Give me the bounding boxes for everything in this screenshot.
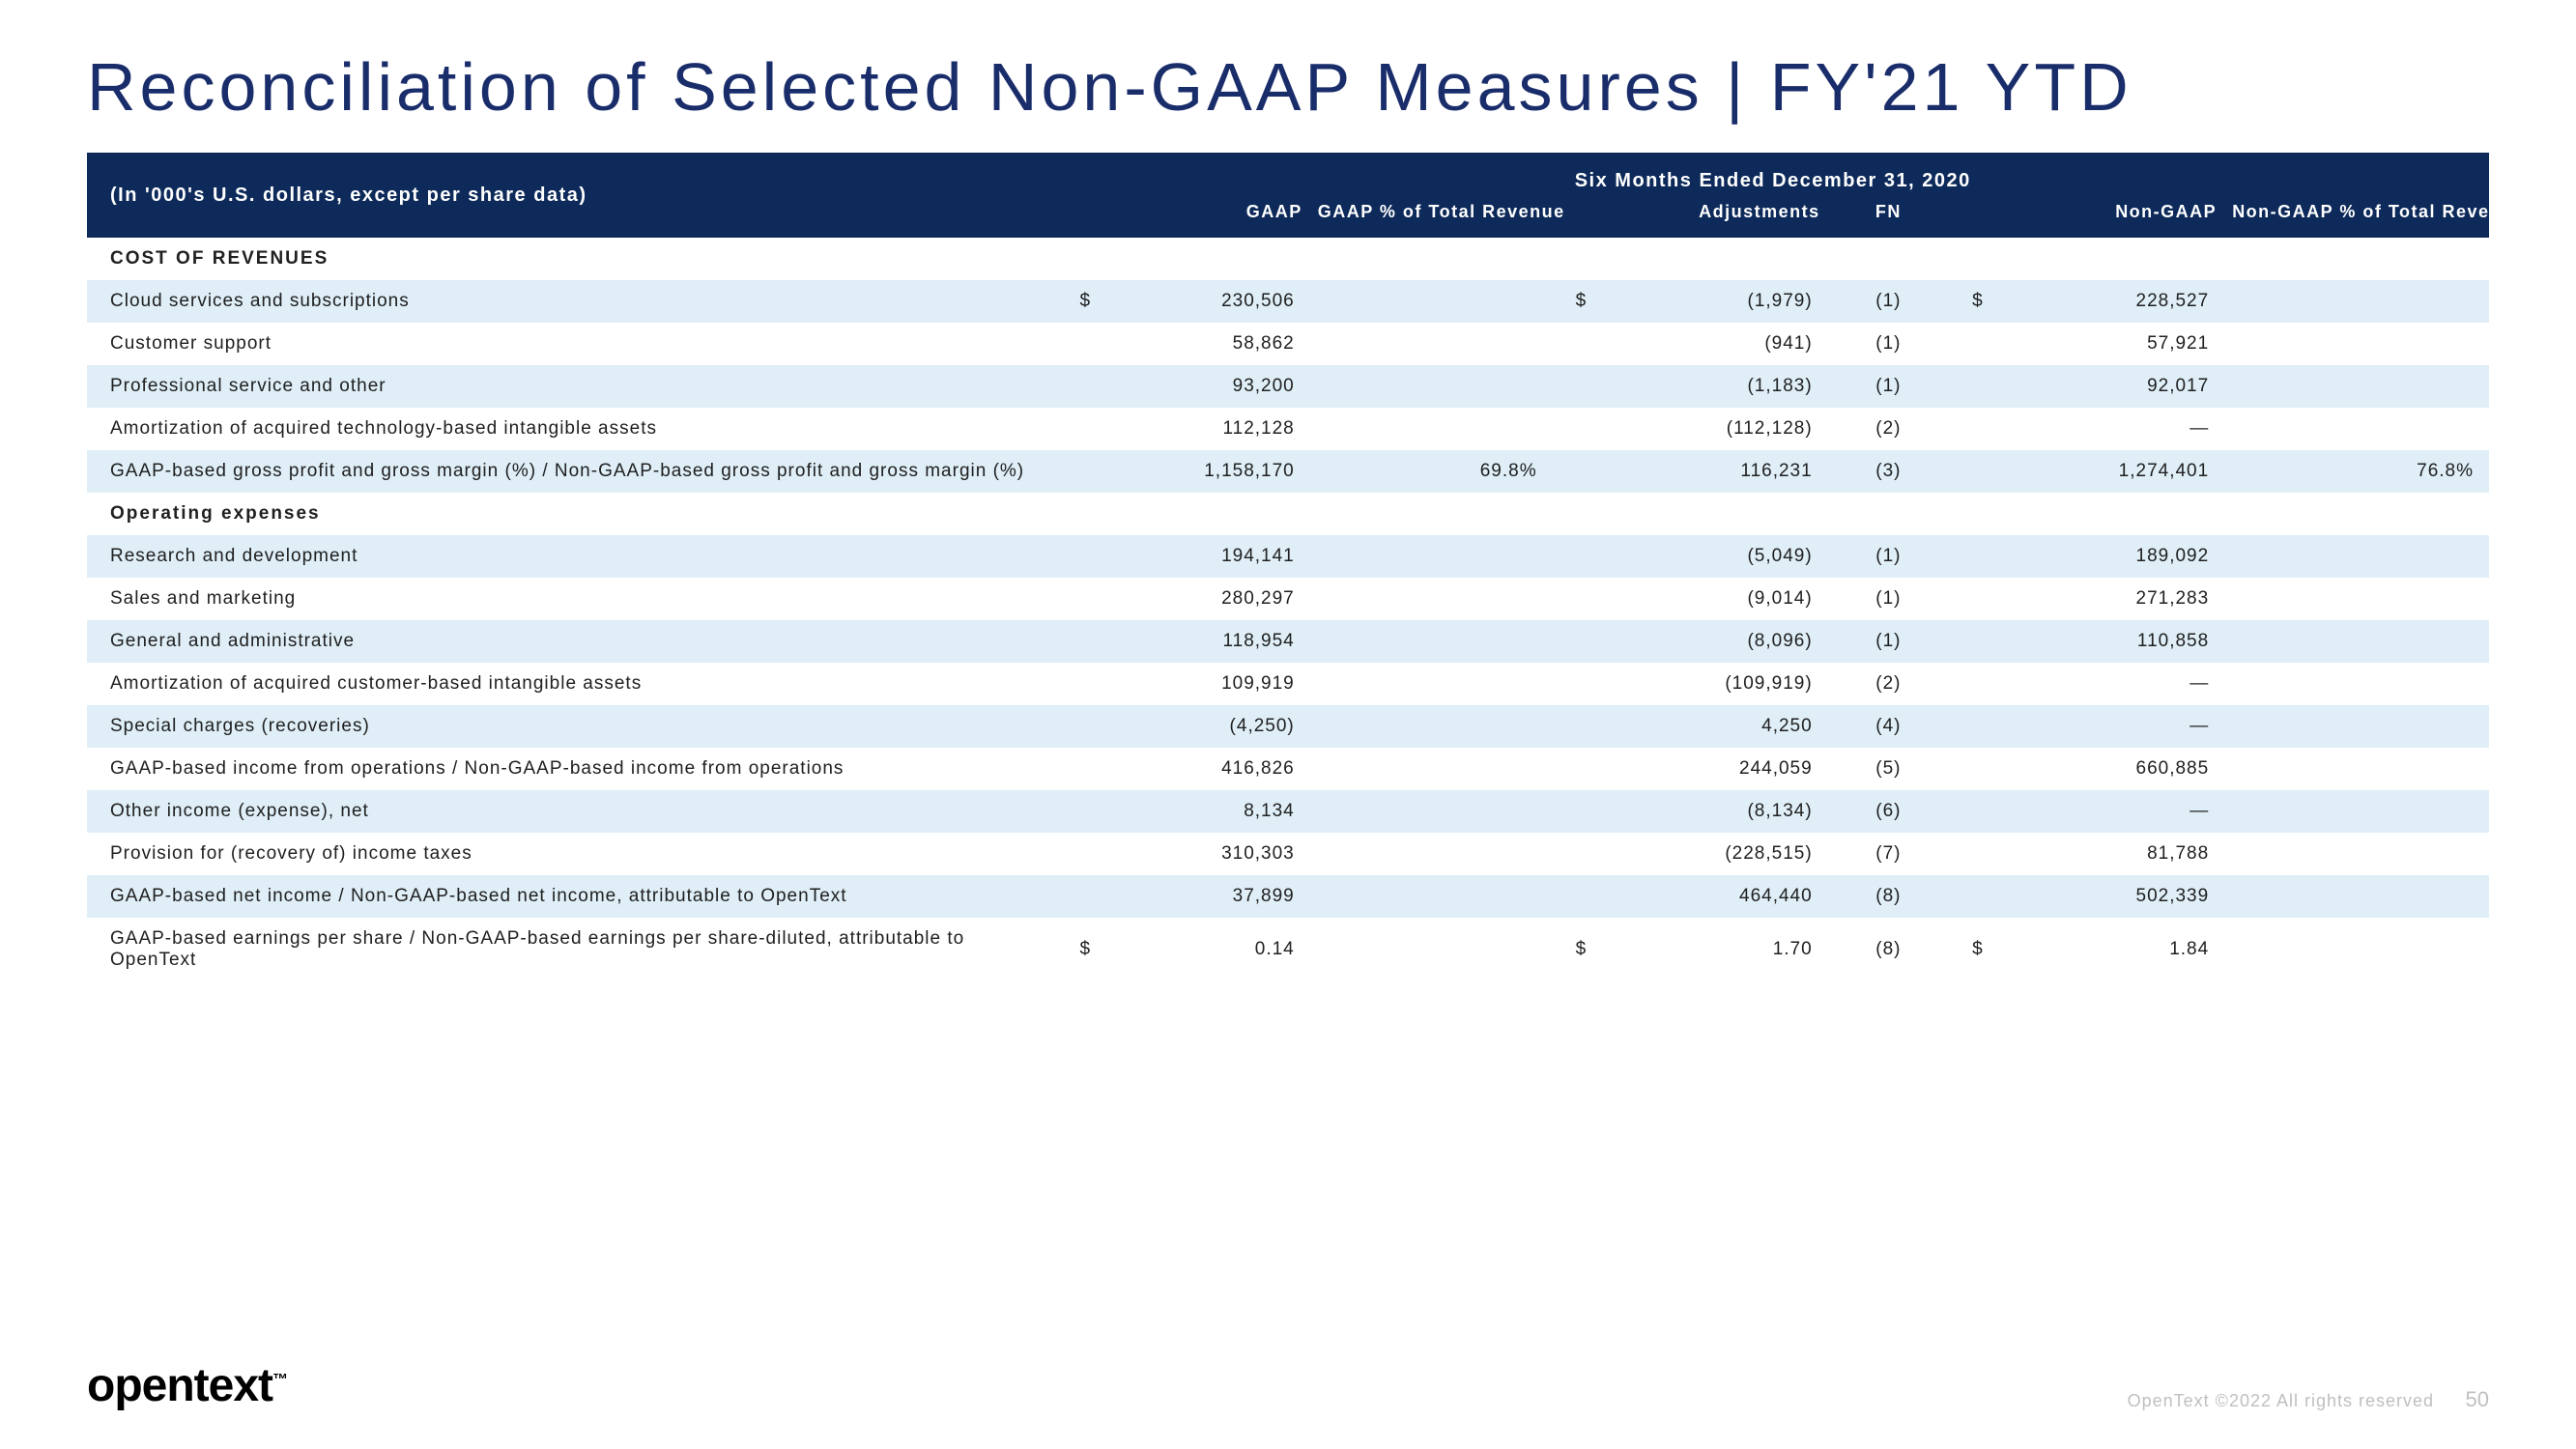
table-row: GAAP-based earnings per share / Non-GAAP… <box>87 918 2489 981</box>
table-row: GAAP-based net income / Non-GAAP-based n… <box>87 875 2489 918</box>
reconciliation-table: (In '000's U.S. dollars, except per shar… <box>87 153 2489 981</box>
table-row: Provision for (recovery of) income taxes… <box>87 833 2489 875</box>
table-row: General and administrative118,954(8,096)… <box>87 620 2489 663</box>
footer-right: OpenText ©2022 All rights reserved 50 <box>2128 1387 2489 1412</box>
col-gaap-pct: GAAP % of Total Revenue <box>1310 194 1553 238</box>
table-row: Customer support58,862(941)(1)57,921 <box>87 323 2489 365</box>
table-row: Special charges (recoveries)(4,250)4,250… <box>87 705 2489 748</box>
col-nongaap-pct: Non-GAAP % of Total Revenue <box>2224 194 2489 238</box>
col-nongaap: Non-GAAP <box>2004 194 2224 238</box>
table-row: Sales and marketing280,297(9,014)(1)271,… <box>87 578 2489 620</box>
page-title: Reconciliation of Selected Non-GAAP Meas… <box>87 48 2489 126</box>
table-row: GAAP-based gross profit and gross margin… <box>87 450 2489 493</box>
table-header: (In '000's U.S. dollars, except per shar… <box>87 153 2489 238</box>
table-row: Professional service and other93,200(1,1… <box>87 365 2489 408</box>
opentext-logo: opentext™ <box>87 1359 287 1412</box>
section-operating-expenses: Operating expenses <box>87 493 1056 535</box>
row-label: Cloud services and subscriptions <box>87 280 1056 323</box>
page-footer: opentext™ OpenText ©2022 All rights rese… <box>87 1359 2489 1412</box>
page-number: 50 <box>2466 1387 2489 1411</box>
copyright-text: OpenText ©2022 All rights reserved <box>2128 1391 2434 1410</box>
table-row: Cloud services and subscriptions $ 230,5… <box>87 280 2489 323</box>
subtitle-label: (In '000's U.S. dollars, except per shar… <box>87 153 1056 238</box>
table-row: GAAP-based income from operations / Non-… <box>87 748 2489 790</box>
table-row: Research and development194,141(5,049)(1… <box>87 535 2489 578</box>
col-gaap: GAAP <box>1112 194 1310 238</box>
col-fn: FN <box>1828 194 1949 238</box>
period-label: Six Months Ended December 31, 2020 <box>1056 153 2489 194</box>
table-row: Amortization of acquired technology-base… <box>87 408 2489 450</box>
section-cost-of-revenues: COST OF REVENUES <box>87 238 1056 280</box>
table-row: Amortization of acquired customer-based … <box>87 663 2489 705</box>
col-adjustments: Adjustments <box>1608 194 1828 238</box>
table-row: Other income (expense), net8,134(8,134)(… <box>87 790 2489 833</box>
